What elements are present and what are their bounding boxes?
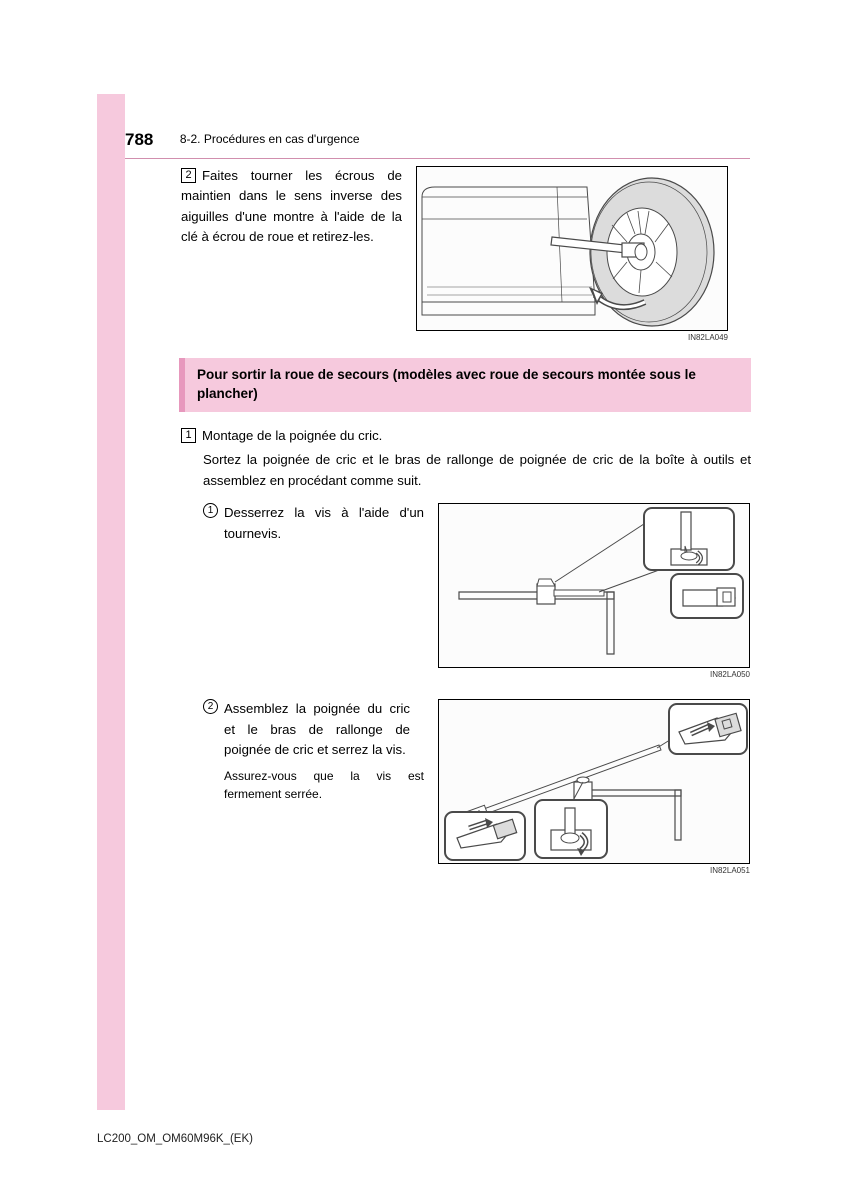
figure-assembly <box>438 699 750 864</box>
figure-2-id: IN82LA050 <box>438 670 750 679</box>
chapter-side-tab <box>97 94 125 1110</box>
section-heading: Pour sortir la roue de secours (modèles … <box>179 358 751 412</box>
circle-step-1: 1 Desserrez la vis à l'aide d'un tournev… <box>203 503 751 679</box>
page-number: 788 <box>125 130 153 150</box>
figure-screwdriver <box>438 503 750 668</box>
circle-1-text: Desserrez la vis à l'aide d'un tournevis… <box>224 503 438 544</box>
step-2-row: 2Faites tourner les écrous de maintien d… <box>181 166 751 342</box>
circle-2-note: Assurez-vous que la vis est fermement se… <box>224 767 424 804</box>
page-content: 2Faites tourner les écrous de maintien d… <box>181 166 751 875</box>
figure-1-wrap: IN82LA049 <box>416 166 751 342</box>
substep-1-block: 1 Montage de la poignée du cric. Sortez l… <box>181 426 751 491</box>
figure-3-id: IN82LA051 <box>438 866 750 875</box>
substep-1-title: Montage de la poignée du cric. <box>202 428 382 443</box>
circle-2-text: Assemblez la poignée du cric et le bras … <box>224 699 424 760</box>
step-2-body: Faites tourner les écrous de maintien da… <box>181 168 402 244</box>
figure-2-wrap: IN82LA050 <box>438 503 750 679</box>
footer-doc-code: LC200_OM_OM60M96K_(EK) <box>97 1133 253 1145</box>
figure-1-id: IN82LA049 <box>416 333 728 342</box>
page-header: 788 8-2. Procédures en cas d'urgence <box>125 130 750 159</box>
substep-1-intro: Sortez la poignée de cric et le bras de … <box>203 450 751 491</box>
section-label: 8-2. Procédures en cas d'urgence <box>180 132 360 146</box>
figure-tire <box>416 166 728 331</box>
header-rule <box>125 158 750 159</box>
circle-marker-2: 2 <box>203 699 218 714</box>
circle-step-2: 2 Assemblez la poignée du cric et le bra… <box>203 699 751 875</box>
figure-3-wrap: IN82LA051 <box>438 699 750 875</box>
step-marker-2: 2 <box>181 168 196 183</box>
substep-marker-1: 1 <box>181 428 196 443</box>
step-2-text: 2Faites tourner les écrous de maintien d… <box>181 166 416 248</box>
circle-marker-1: 1 <box>203 503 218 518</box>
